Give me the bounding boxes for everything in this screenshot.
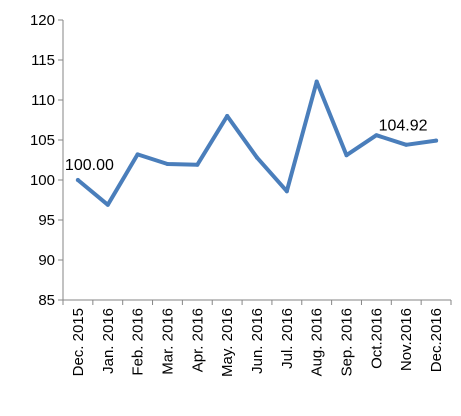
x-tick-label: Aug. 2016: [309, 308, 326, 376]
y-tick-label: 85: [38, 292, 55, 309]
data-point: [344, 153, 349, 158]
x-tick-label: Dec.2016: [428, 308, 445, 372]
data-point: [225, 114, 230, 118]
y-axis: 85 90 95 100 105 110 115 120: [30, 12, 64, 309]
data-point: [284, 189, 289, 194]
data-point: [404, 142, 409, 147]
y-tick-label: 110: [31, 92, 55, 109]
x-tick-label: May. 2016: [219, 308, 236, 377]
x-tick-label: Jun. 2016: [249, 308, 266, 374]
x-tick-label: Jan. 2016: [100, 308, 117, 374]
x-tick-label: Oct.2016: [368, 308, 385, 369]
x-tick-label: Jul. 2016: [279, 308, 296, 369]
data-labels: 100.00 104.92: [65, 118, 428, 174]
data-label: 104.92: [379, 118, 428, 135]
data-point: [135, 152, 140, 157]
data-point: [434, 138, 439, 143]
x-tick-label: Apr. 2016: [189, 308, 206, 372]
data-label: 100.00: [65, 157, 114, 174]
data-point: [75, 178, 80, 182]
data-point: [374, 133, 379, 138]
x-tick-label: Nov.2016: [398, 308, 415, 371]
data-point: [195, 162, 200, 167]
x-tick-label: Sep. 2016: [339, 308, 356, 376]
series-line: [75, 79, 439, 207]
data-point: [165, 162, 170, 166]
y-tick-label: 95: [38, 212, 55, 229]
x-tick-label: Mar. 2016: [159, 308, 176, 375]
x-axis: Dec. 2015 Jan. 2016 Feb. 2016 Mar. 2016 Apr.…: [62, 299, 452, 377]
x-tick-label: Dec. 2015: [70, 308, 87, 376]
y-tick-label: 120: [30, 12, 55, 29]
series-group: [75, 79, 439, 207]
y-tick-label: 100: [30, 172, 55, 189]
x-tick-label: Feb. 2016: [130, 308, 147, 376]
y-tick-label: 115: [31, 52, 55, 69]
data-point: [255, 155, 259, 160]
data-point: [314, 79, 319, 84]
y-tick-label: 105: [30, 132, 55, 149]
data-point: [105, 202, 110, 207]
y-tick-label: 90: [38, 252, 55, 269]
